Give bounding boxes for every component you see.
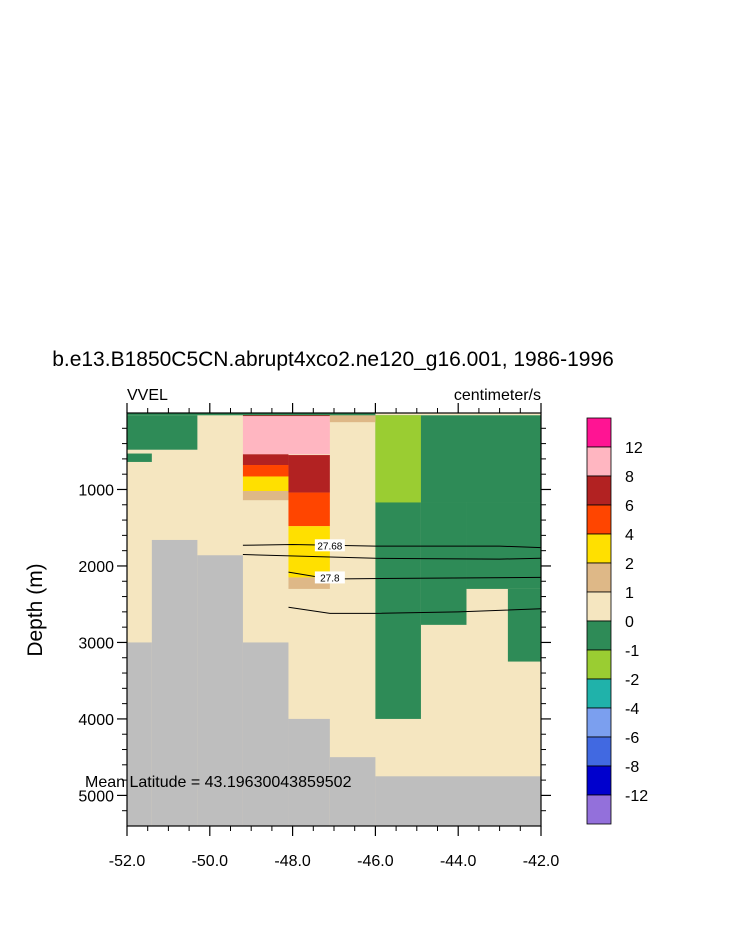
colorbar-label-9: -4: [625, 701, 639, 718]
colorbar-swatch-13: [586, 794, 612, 825]
y-tick-label-4: 5000: [78, 788, 114, 805]
velocity-cell-13: [242, 491, 289, 501]
x-tick-label-4: -44.0: [440, 853, 477, 870]
contour-label-1: 27.8: [320, 573, 340, 584]
velocity-cell-6: [420, 502, 467, 625]
land-cell-4: [288, 718, 330, 826]
colorbar-swatch-3: [586, 504, 612, 535]
velocity-cell-9: [242, 415, 330, 455]
colorbar-label-2: 6: [625, 498, 634, 515]
velocity-cell-1: [127, 415, 198, 450]
colorbar-swatch-5: [586, 562, 612, 593]
x-tick-label-3: -46.0: [357, 853, 394, 870]
land-cell-5: [329, 757, 376, 826]
land-mask: [127, 539, 541, 826]
land-cell-1: [151, 539, 198, 826]
colorbar-label-4: 2: [625, 556, 634, 573]
colorbar-swatch-2: [586, 475, 612, 506]
colorbar-label-7: -1: [625, 643, 639, 660]
velocity-cell-2: [127, 453, 152, 462]
velocity-cell-10: [242, 454, 289, 466]
colorbar-label-0: 12: [625, 440, 643, 457]
colorbar-swatch-0: [586, 417, 612, 448]
x-tick-label-5: -42.0: [523, 853, 560, 870]
x-tick-label-2: -48.0: [274, 853, 311, 870]
velocity-cell-20: [127, 413, 376, 416]
colorbar-label-11: -8: [625, 759, 639, 776]
plot-axes: -52.0 -50.0 -48.0 -46.0 -44.0 -42.0 1000 2000 30…: [78, 403, 559, 870]
colorbar: 12 8 6 4 2 1 0 -1 -2 -4 -6 -8 -12: [586, 417, 648, 825]
land-cell-0: [127, 642, 152, 826]
colorbar-swatch-8: [586, 649, 612, 680]
colorbar-label-5: 1: [625, 585, 634, 602]
y-tick-label-0: 1000: [78, 482, 114, 499]
mean-latitude-annotation: Mean Latitude = 43.19630043859502: [85, 774, 352, 791]
velocity-cell-12: [242, 476, 289, 492]
land-cell-6: [375, 776, 541, 826]
velocity-cell-8: [507, 588, 541, 662]
contour-label-0: 27.68: [317, 541, 342, 552]
colorbar-label-6: 0: [625, 614, 634, 631]
colorbar-label-1: 8: [625, 469, 634, 486]
variable-label: VVEL: [127, 387, 168, 404]
colorbar-label-8: -2: [625, 672, 639, 689]
velocity-cell-15: [288, 492, 330, 527]
velocity-cell-5: [375, 502, 421, 719]
x-tick-label-1: -50.0: [192, 853, 229, 870]
chart-title: b.e13.B1850C5CN.abrupt4xco2.ne120_g16.00…: [52, 348, 614, 371]
units-label: centimeter/s: [454, 387, 541, 404]
contour-label-bg-1: [314, 571, 345, 584]
y-tick-label-1: 2000: [78, 559, 114, 576]
contour-line-2: [242, 554, 542, 560]
velocity-cell-19: [329, 413, 376, 423]
colorbar-label-10: -6: [625, 730, 639, 747]
colorbar-swatch-7: [586, 620, 612, 651]
contour-line-1: [288, 571, 542, 580]
velocity-cell-17: [288, 577, 330, 589]
colorbar-swatch-6: [586, 591, 612, 622]
colorbar-label-3: 4: [625, 527, 634, 544]
y-tick-label-2: 3000: [78, 635, 114, 652]
contour-line-0: [242, 543, 542, 549]
colorbar-swatch-10: [586, 707, 612, 738]
land-cell-3: [242, 642, 289, 826]
velocity-cell-4: [375, 415, 421, 503]
land-cell-2: [197, 555, 243, 826]
density-contours: 27.68 27.8: [242, 539, 542, 614]
contour-label-bg-0: [314, 539, 345, 552]
y-tick-label-3: 4000: [78, 712, 114, 729]
colorbar-swatch-11: [586, 736, 612, 767]
velocity-cell-16: [288, 526, 330, 578]
velocity-cell-11: [242, 465, 289, 477]
colorbar-swatch-1: [586, 446, 612, 477]
colorbar-swatch-12: [586, 765, 612, 796]
contour-line-3: [288, 606, 542, 614]
x-tick-label-0: -52.0: [109, 853, 146, 870]
colorbar-swatch-4: [586, 533, 612, 564]
y-axis-label: Depth (m): [24, 563, 47, 656]
colorbar-label-12: -12: [625, 788, 648, 805]
colorbar-swatch-9: [586, 678, 612, 709]
velocity-cell-14: [288, 455, 330, 493]
